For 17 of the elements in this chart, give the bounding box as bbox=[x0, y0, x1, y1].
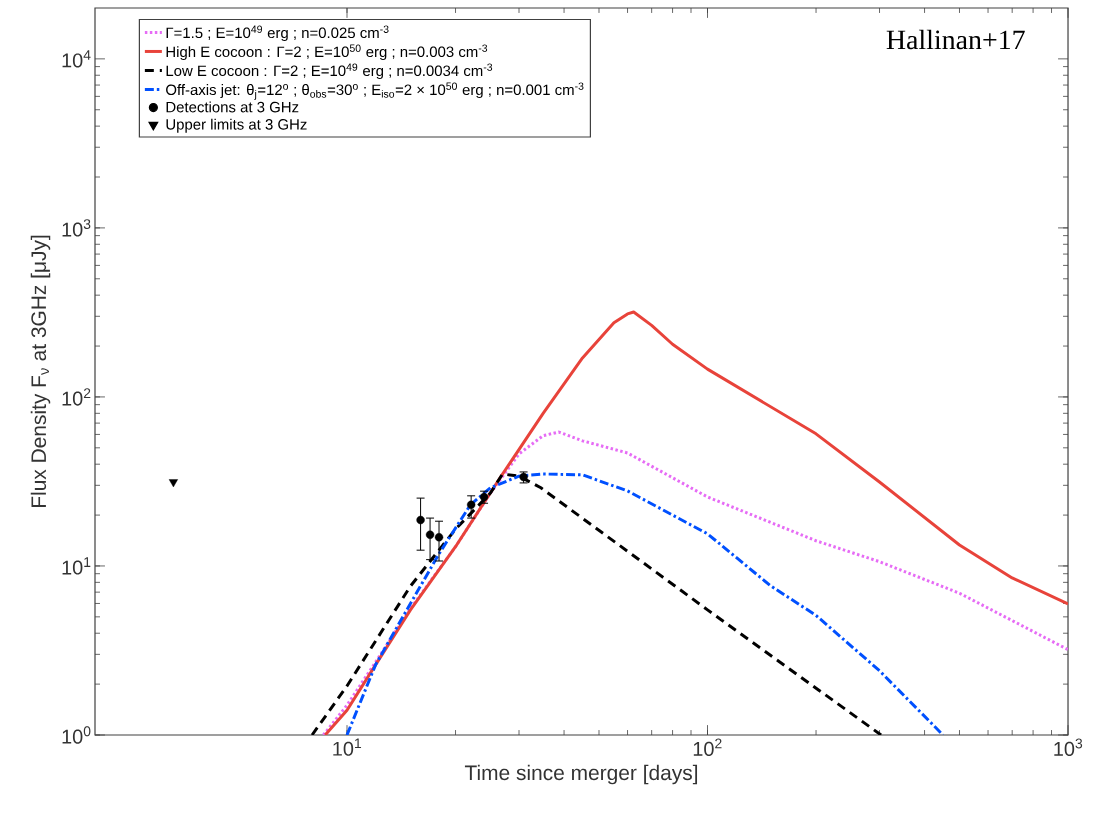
x-tick-label: 10$^{1}$ bbox=[333, 738, 362, 756]
x-tick-label: 10$^{2}$ bbox=[693, 738, 722, 756]
y-tick-label: 10$^{2}$ bbox=[62, 388, 91, 406]
y-tick-label: 10$^{0}$ bbox=[62, 726, 91, 744]
y-axis-title: Flux Density F$_{ν}$ at 3GHz [μJy] bbox=[30, 235, 51, 508]
x-axis-title: Time since merger [days] bbox=[464, 764, 698, 785]
text: Off-axis jet: θ$_{j}$=12$^{o}$ ; θ$_{obs}$=30$^{o}$ ; E$_{iso}$=2 × 10$^{50}$ erg ; n=0.001 cm$^{-3}$ bbox=[166, 82, 584, 100]
y-tick-label: 10$^{4}$ bbox=[62, 50, 91, 68]
x-tick-label: 10$^{3}$ bbox=[1054, 738, 1083, 756]
legend-label: Upper limits at 3 GHz bbox=[166, 118, 307, 133]
legend-label: Detections at 3 GHz bbox=[166, 101, 299, 113]
legend-label: Γ=1.5 ; E=10$^{49}$ erg ; n=0.025 cm$^{-3}$ bbox=[166, 25, 389, 42]
annotation: Hallinan+17 bbox=[886, 29, 1025, 50]
legend-label: Low E cocoon : Γ=2 ; E=10$^{49}$ erg ; n=0.0034 cm$^{-3}$ bbox=[166, 63, 493, 80]
y-tick-label: 10$^{1}$ bbox=[62, 557, 91, 575]
y-tick-label: 10$^{3}$ bbox=[62, 219, 91, 237]
legend-label: High E cocoon : Γ=2 ; E=10$^{50}$ erg ; n=0.003 cm$^{-3}$ bbox=[166, 44, 488, 61]
